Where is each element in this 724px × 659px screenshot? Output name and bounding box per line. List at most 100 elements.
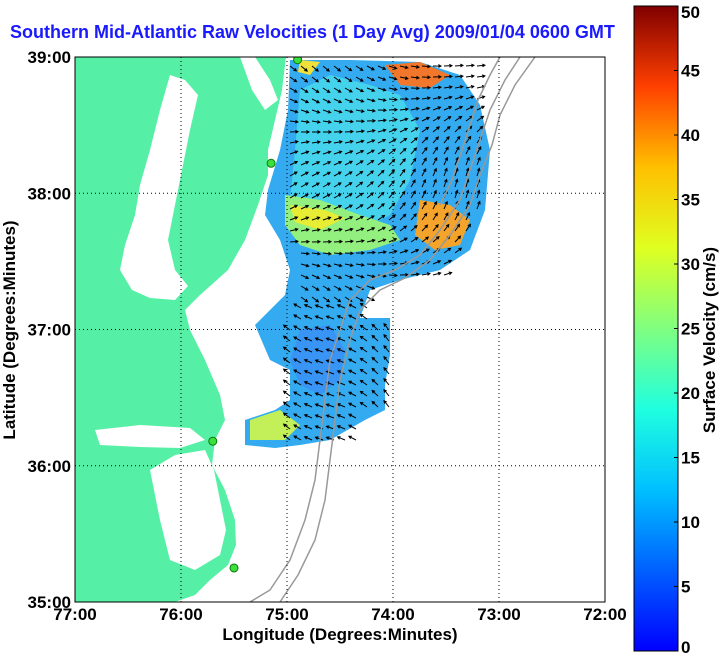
velocity-arrow <box>311 251 321 256</box>
velocity-arrow <box>421 201 427 210</box>
colorbar-tick-label: 35 <box>681 191 700 210</box>
velocity-arrow <box>432 64 443 68</box>
velocity-arrow <box>293 413 302 419</box>
colorbar-tick-label: 25 <box>681 320 700 339</box>
velocity-arrow <box>399 117 409 122</box>
velocity-arrow <box>421 272 431 276</box>
velocity-arrow <box>333 150 343 155</box>
velocity-arrow <box>303 392 313 397</box>
velocity-arrow <box>476 145 482 155</box>
velocity-arrow <box>399 65 409 70</box>
colorbar <box>633 5 679 652</box>
y-tick-labels: 39:00 38:00 37:00 36:00 35:00 <box>28 48 71 612</box>
station-markers <box>208 57 303 573</box>
station-marker <box>293 57 303 65</box>
velocity-arrow <box>454 235 462 243</box>
velocity-arrow <box>293 380 302 386</box>
velocity-arrow <box>322 251 332 256</box>
velocity-arrow <box>289 87 298 93</box>
velocity-arrow <box>322 263 332 268</box>
velocity-arrow <box>300 228 310 232</box>
velocity-arrow <box>333 171 342 177</box>
velocity-arrow <box>289 171 298 177</box>
velocity-arrow <box>410 201 417 210</box>
colorbar-tick-label: 15 <box>681 449 700 468</box>
station-marker <box>229 563 239 573</box>
x-tick-label: 72:00 <box>583 605 626 624</box>
velocity-arrow <box>282 368 291 375</box>
velocity-arrow <box>300 216 310 221</box>
velocity-arrow <box>454 95 464 100</box>
velocity-arrow <box>311 109 321 114</box>
velocity-arrow <box>366 118 377 123</box>
velocity-arrow <box>377 87 387 92</box>
x-tick-label: 73:00 <box>477 605 520 624</box>
velocity-arrow <box>322 120 332 124</box>
velocity-arrow <box>399 202 406 210</box>
velocity-arrow <box>454 85 464 89</box>
velocity-arrow <box>303 304 313 309</box>
velocity-arrow <box>293 369 302 375</box>
velocity-arrow <box>314 326 324 331</box>
velocity-arrow <box>355 65 364 71</box>
velocity-arrow <box>311 161 321 166</box>
velocity-arrow <box>303 326 313 331</box>
velocity-arrow <box>359 324 368 331</box>
x-tick-label: 77:00 <box>53 605 96 624</box>
velocity-arrow <box>410 147 418 155</box>
velocity-arrow <box>344 216 354 221</box>
velocity-arrow <box>377 159 386 166</box>
velocity-arrow <box>300 150 310 155</box>
velocity-arrow <box>311 285 320 291</box>
velocity-arrow <box>432 146 439 155</box>
velocity-arrow <box>355 129 365 134</box>
velocity-arrow <box>388 238 398 243</box>
velocity-arrow <box>465 95 475 100</box>
velocity-arrow <box>325 425 335 430</box>
velocity-arrow <box>333 119 343 124</box>
velocity-arrow <box>322 140 332 144</box>
velocity-arrow <box>344 251 355 256</box>
velocity-arrow <box>355 109 365 113</box>
velocity-arrow <box>366 139 376 144</box>
velocity-arrow <box>432 106 442 111</box>
velocity-arrow <box>421 116 431 122</box>
colorbar-tick-label: 0 <box>681 638 690 657</box>
velocity-arrow <box>421 146 428 155</box>
velocity-arrow <box>399 76 409 80</box>
velocity-arrow <box>293 402 302 408</box>
velocity-arrow <box>355 87 365 93</box>
velocity-arrow <box>366 98 376 103</box>
velocity-arrow <box>383 366 390 375</box>
velocity-arrow <box>300 182 309 188</box>
y-tick-label: 39:00 <box>28 48 71 67</box>
velocity-arrow <box>454 125 462 133</box>
velocity-arrow <box>388 87 398 92</box>
velocity-arrow <box>344 87 353 93</box>
velocity-arrow <box>303 381 313 386</box>
colorbar-tick-label: 50 <box>681 3 700 22</box>
velocity-arrow <box>355 296 364 302</box>
velocity-arrow <box>311 204 321 210</box>
velocity-arrow <box>303 414 313 419</box>
x-tick-label: 74:00 <box>371 605 414 624</box>
velocity-arrow <box>476 105 486 111</box>
y-tick-label: 38:00 <box>28 184 71 203</box>
velocity-arrow <box>388 97 398 102</box>
velocity-arrow <box>371 367 379 375</box>
velocity-arrow <box>344 274 354 279</box>
velocity-arrow <box>355 274 365 279</box>
velocity-arrow <box>366 250 377 255</box>
velocity-arrow <box>432 260 442 265</box>
velocity-arrow <box>293 336 302 342</box>
velocity-arrow <box>432 136 440 144</box>
velocity-arrow <box>325 403 335 408</box>
velocity-arrow <box>300 76 309 83</box>
velocity-arrow <box>388 169 396 177</box>
velocity-arrow <box>347 314 357 320</box>
velocity-arrow <box>366 285 376 290</box>
velocity-arrow <box>344 182 353 188</box>
velocity-arrow <box>333 193 342 199</box>
velocity-arrow <box>359 379 368 386</box>
velocity-arrow <box>410 260 420 265</box>
